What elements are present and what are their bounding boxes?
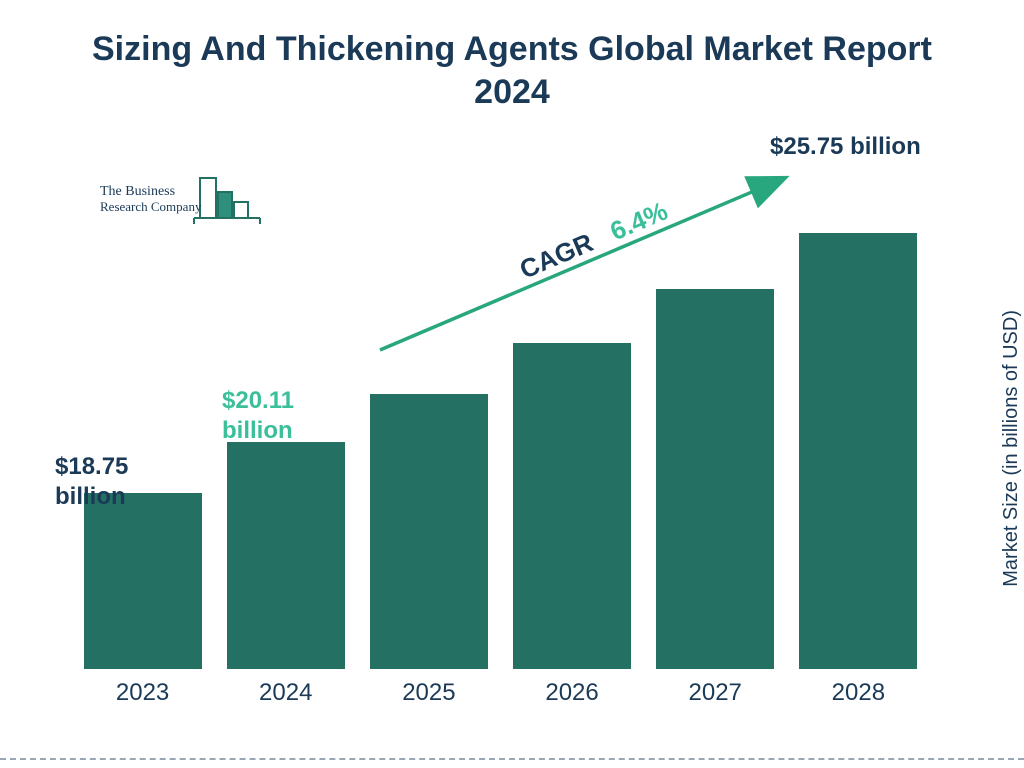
footer-divider xyxy=(0,758,1024,760)
y-axis-label: Market Size (in billions of USD) xyxy=(1000,310,1023,587)
bar xyxy=(84,493,202,669)
bar-slot: 2028 xyxy=(793,150,923,669)
bar-plot: 202320242025202620272028 xyxy=(70,150,930,670)
chart-title: Sizing And Thickening Agents Global Mark… xyxy=(0,0,1024,123)
x-tick-label: 2027 xyxy=(650,679,780,707)
bar xyxy=(227,442,345,669)
bar xyxy=(513,343,631,669)
value-callout: $25.75 billion xyxy=(770,132,921,162)
x-tick-label: 2023 xyxy=(78,679,208,707)
bar-slot: 2023 xyxy=(78,150,208,669)
chart-area: 202320242025202620272028 xyxy=(70,150,930,670)
x-tick-label: 2024 xyxy=(221,679,351,707)
value-callout: $18.75billion xyxy=(55,452,165,512)
bar xyxy=(656,289,774,669)
bar-slot: 2025 xyxy=(364,150,494,669)
value-callout: $20.11billion xyxy=(222,386,332,446)
bar xyxy=(370,394,488,669)
bar xyxy=(799,233,917,669)
bar-slot: 2027 xyxy=(650,150,780,669)
x-tick-label: 2028 xyxy=(793,679,923,707)
x-tick-label: 2025 xyxy=(364,679,494,707)
x-tick-label: 2026 xyxy=(507,679,637,707)
bar-slot: 2026 xyxy=(507,150,637,669)
